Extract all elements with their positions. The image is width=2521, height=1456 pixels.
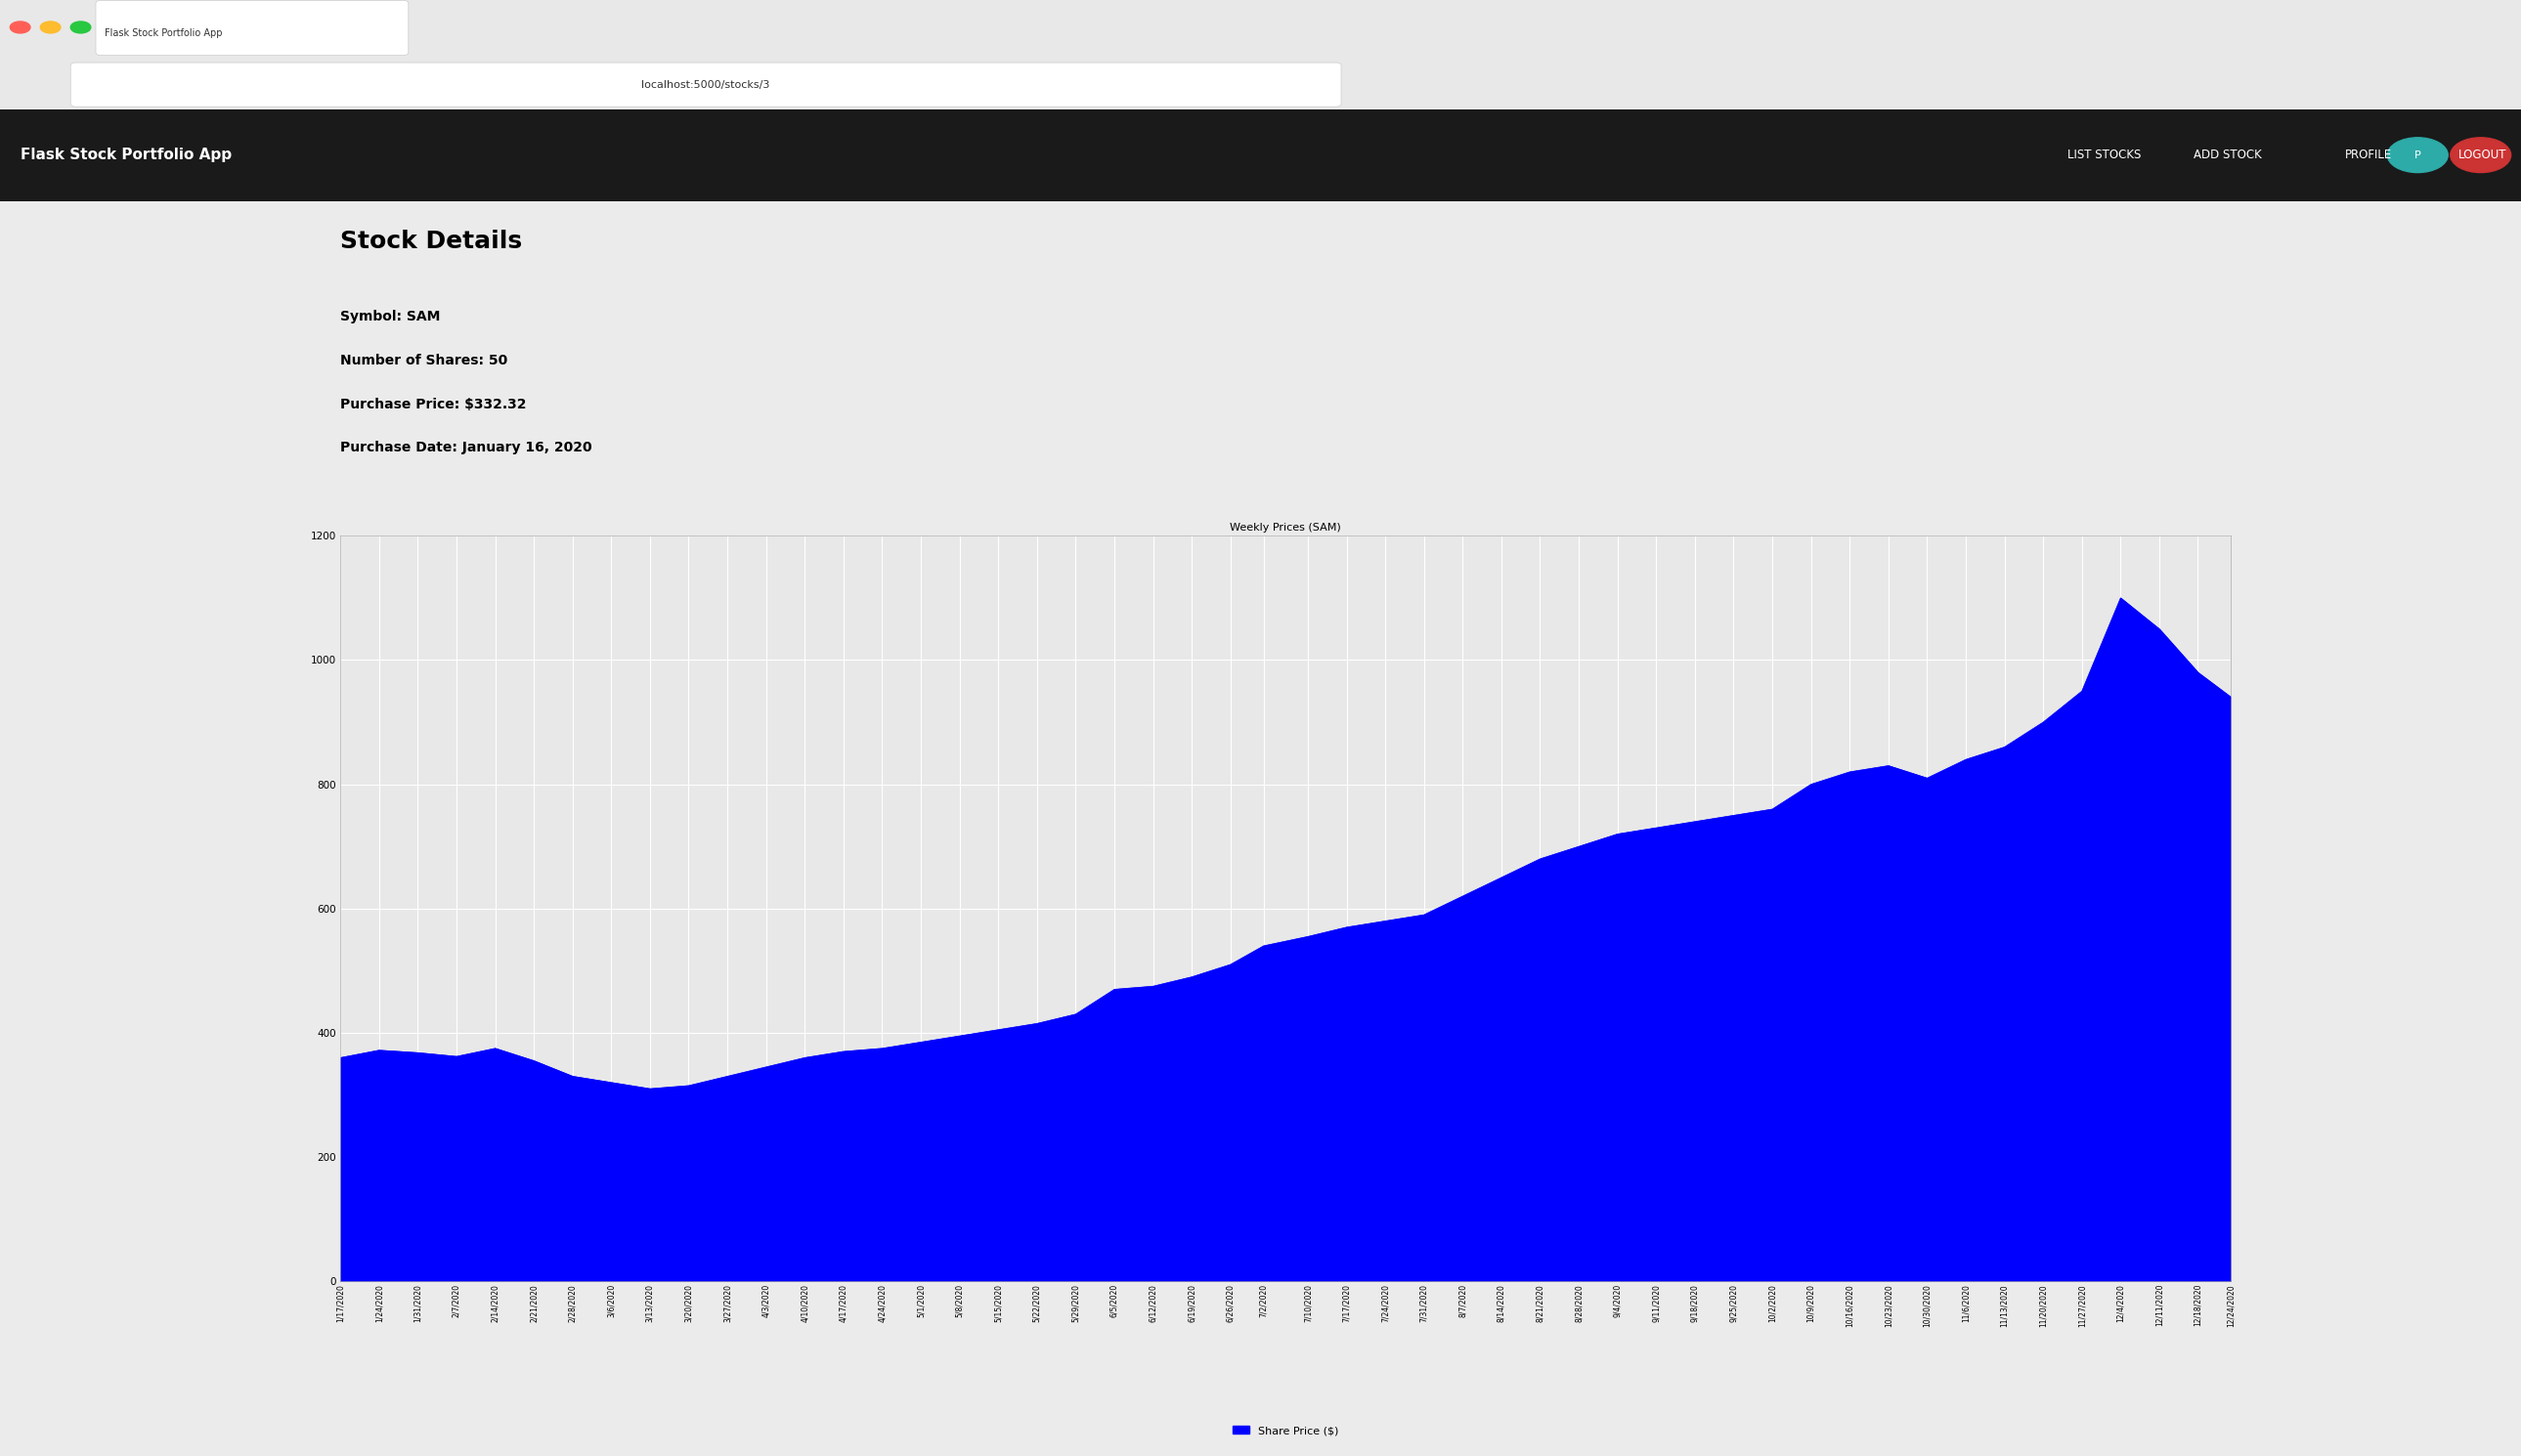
- Text: LOGOUT: LOGOUT: [2458, 149, 2506, 162]
- Text: ADD STOCK: ADD STOCK: [2193, 149, 2261, 162]
- Text: Stock Details: Stock Details: [340, 230, 522, 253]
- Text: P: P: [2415, 150, 2420, 160]
- Text: Number of Shares: 50: Number of Shares: 50: [340, 354, 507, 367]
- Title: Weekly Prices (SAM): Weekly Prices (SAM): [1230, 523, 1341, 533]
- Text: Flask Stock Portfolio App: Flask Stock Portfolio App: [20, 147, 232, 163]
- Text: Symbol: SAM: Symbol: SAM: [340, 310, 441, 323]
- Text: Flask Stock Portfolio App: Flask Stock Portfolio App: [106, 28, 222, 38]
- Legend: Share Price ($): Share Price ($): [1228, 1421, 1344, 1440]
- Text: Purchase Date: January 16, 2020: Purchase Date: January 16, 2020: [340, 441, 592, 454]
- Text: LIST STOCKS: LIST STOCKS: [2067, 149, 2140, 162]
- Text: localhost:5000/stocks/3: localhost:5000/stocks/3: [643, 80, 769, 90]
- Text: Purchase Price: $332.32: Purchase Price: $332.32: [340, 397, 527, 411]
- Text: PROFILE: PROFILE: [2345, 149, 2392, 162]
